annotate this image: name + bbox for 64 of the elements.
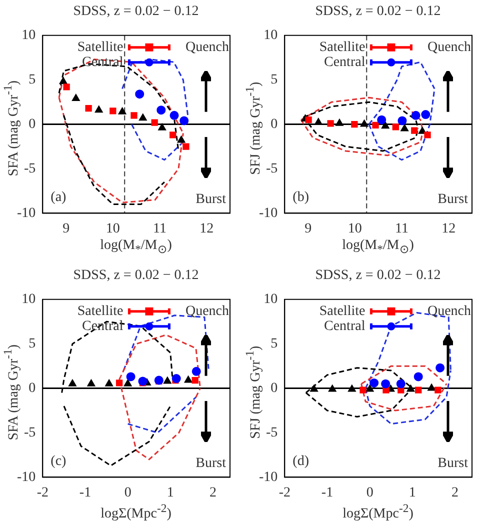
x-axis-title: logΣ(Mpc$^{-2}$) (100, 502, 172, 523)
x-axis-title: log(M$_{*}$/M$_{⊙}$) (341, 238, 415, 256)
y-tick-label: 5 (28, 72, 36, 88)
x-tick-label: 9 (304, 221, 312, 236)
chart-title: SDSS, z = 0.02 − 0.12 (314, 268, 442, 284)
legend-label: Satellite (319, 40, 366, 56)
y-tick-label: -5 (266, 425, 278, 440)
x-tick-label: 12 (442, 221, 456, 236)
x-tick-label: 11 (395, 221, 408, 236)
y-tick-label: -10 (16, 206, 36, 221)
annotation: Burst (438, 456, 468, 471)
x-tick-label: 9 (62, 221, 70, 236)
y-tick-label: 10 (22, 28, 36, 44)
y-tick-label: -10 (258, 470, 278, 485)
annotation: (a) (50, 190, 67, 205)
y-tick-label: 0 (28, 116, 36, 132)
annotation: Burst (196, 456, 226, 471)
annotation: Burst (438, 192, 468, 207)
x-axis-title: log(M$_{*}$/M$_{⊙}$) (99, 238, 173, 256)
annotation: Quench (427, 304, 471, 320)
annotation: Burst (196, 192, 226, 207)
x-tick-label: 11 (153, 221, 166, 236)
annotation: Quench (427, 40, 471, 56)
y-tick-label: 5 (270, 336, 278, 352)
x-tick-label: 0 (366, 485, 374, 500)
x-tick-label: -1 (321, 485, 334, 500)
legend-label: Central (324, 319, 366, 334)
annotation: Quench (185, 304, 229, 320)
y-tick-label: 10 (22, 292, 36, 308)
y-tick-label: 5 (270, 72, 278, 88)
x-tick-label: 2 (209, 485, 216, 500)
legend-label: Satellite (77, 304, 124, 320)
legend-label: Satellite (319, 304, 366, 320)
x-tick-label: -1 (79, 485, 92, 500)
y-tick-label: 10 (264, 292, 278, 308)
x-tick-label: 2 (451, 485, 458, 500)
y-tick-label: 10 (264, 28, 278, 44)
x-tick-label: -2 (36, 485, 48, 500)
y-tick-label: 5 (28, 336, 36, 352)
y-tick-label: -10 (258, 206, 278, 221)
x-tick-label: 1 (166, 485, 174, 500)
y-tick-label: 0 (28, 380, 36, 396)
y-tick-label: -5 (24, 161, 36, 176)
chart-title: SDSS, z = 0.02 − 0.12 (72, 268, 200, 284)
x-tick-label: 12 (200, 221, 214, 236)
x-tick-label: 1 (408, 485, 416, 500)
legend-label: Satellite (77, 40, 124, 56)
y-tick-label: 0 (270, 116, 278, 132)
legend-label: Central (324, 55, 366, 70)
annotation: Quench (185, 40, 229, 56)
x-tick-label: 0 (124, 485, 132, 500)
y-tick-label: -10 (16, 470, 36, 485)
x-tick-label: 10 (348, 221, 362, 236)
annotation: (d) (292, 454, 310, 469)
y-tick-label: -5 (266, 161, 278, 176)
chart-title: SDSS, z = 0.02 − 0.12 (314, 4, 442, 20)
chart-title: SDSS, z = 0.02 − 0.12 (72, 4, 200, 20)
y-tick-label: -5 (24, 425, 36, 440)
annotation: (b) (292, 190, 310, 205)
annotation: (c) (50, 454, 67, 469)
x-tick-label: 10 (106, 221, 120, 236)
y-tick-label: 0 (270, 380, 278, 396)
x-axis-title: logΣ(Mpc$^{-2}$) (342, 502, 414, 523)
x-tick-label: -2 (278, 485, 290, 500)
